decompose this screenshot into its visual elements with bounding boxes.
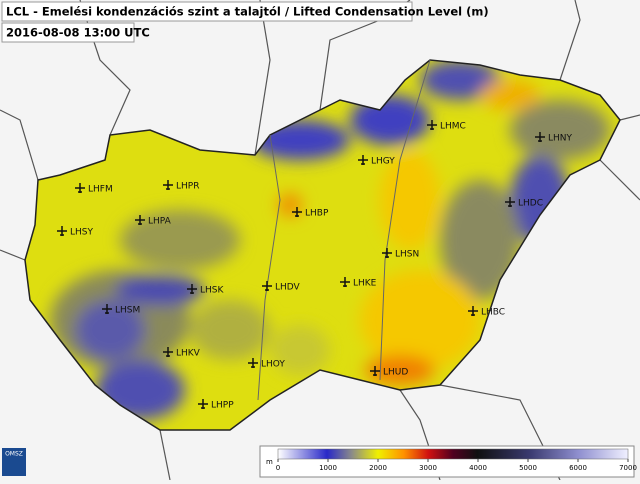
airport-icon bbox=[370, 366, 380, 376]
airport-label: LHNY bbox=[548, 134, 573, 144]
colorbar bbox=[277, 448, 629, 460]
airport-icon bbox=[358, 155, 368, 165]
time: 2016-08-08 13:00 UTC bbox=[6, 26, 150, 40]
colorbar-label: 6000 bbox=[569, 464, 587, 472]
airport-label: LHMC bbox=[440, 122, 466, 132]
logo bbox=[2, 448, 26, 476]
airport-icon bbox=[468, 306, 478, 316]
colorbar-label: 2000 bbox=[369, 464, 387, 472]
title: LCL - Emelési kondenzációs szint a talaj… bbox=[6, 5, 489, 19]
river bbox=[257, 134, 281, 401]
colorbar-label: 1000 bbox=[319, 464, 337, 472]
airport-icon bbox=[505, 197, 515, 207]
colorbar-label: 4000 bbox=[469, 464, 487, 472]
airports: LHMC LHNY LHGY LHFM LHPR LHBP LHDC LHPA LHSY LHSN… bbox=[57, 120, 573, 411]
airport-icon bbox=[535, 132, 545, 142]
airport-label: LHSK bbox=[200, 286, 224, 296]
airport-icon bbox=[75, 183, 85, 193]
colorbar-label: 5000 bbox=[519, 464, 537, 472]
airport-icon bbox=[187, 284, 197, 294]
airport-icon bbox=[248, 358, 258, 368]
time-box bbox=[1, 22, 135, 43]
colorbar-label: 7000 bbox=[619, 464, 637, 472]
airport-label: LHBP bbox=[305, 209, 329, 219]
title-box bbox=[1, 1, 413, 22]
airport-label: LHKV bbox=[176, 349, 201, 359]
airport-label: LHPP bbox=[211, 401, 234, 411]
airport-label: LHDC bbox=[518, 199, 543, 209]
airport-icon bbox=[135, 215, 145, 225]
airport-label: LHPA bbox=[148, 217, 172, 227]
airport-icon bbox=[163, 180, 173, 190]
airport-label: LHDV bbox=[275, 283, 301, 293]
airport-label: LHSY bbox=[70, 228, 93, 238]
airport-icon bbox=[163, 347, 173, 357]
airport-icon bbox=[340, 277, 350, 287]
colorbar-label: 3000 bbox=[419, 464, 437, 472]
airport-icon bbox=[292, 207, 302, 217]
airport-label: LHSM bbox=[115, 306, 140, 316]
airport-icon bbox=[57, 226, 67, 236]
colorbar-label: 0 bbox=[276, 464, 280, 472]
airport-icon bbox=[102, 304, 112, 314]
airport-label: LHFM bbox=[88, 185, 113, 195]
river bbox=[379, 59, 431, 381]
airport-label: LHOY bbox=[261, 360, 285, 370]
logo-text: OMSZ bbox=[5, 451, 23, 458]
airport-label: LHUD bbox=[383, 368, 408, 378]
airport-icon bbox=[427, 120, 437, 130]
airport-label: LHGY bbox=[371, 157, 395, 167]
airport-label: LHKE bbox=[353, 279, 377, 289]
airport-icon bbox=[198, 399, 208, 409]
airport-icon bbox=[382, 248, 392, 258]
airport-label: LHBC bbox=[481, 308, 505, 318]
unit: m bbox=[266, 458, 273, 466]
airport-label: LHPR bbox=[176, 182, 199, 192]
airport-label: LHSN bbox=[395, 250, 419, 260]
airport-icon bbox=[262, 281, 272, 291]
